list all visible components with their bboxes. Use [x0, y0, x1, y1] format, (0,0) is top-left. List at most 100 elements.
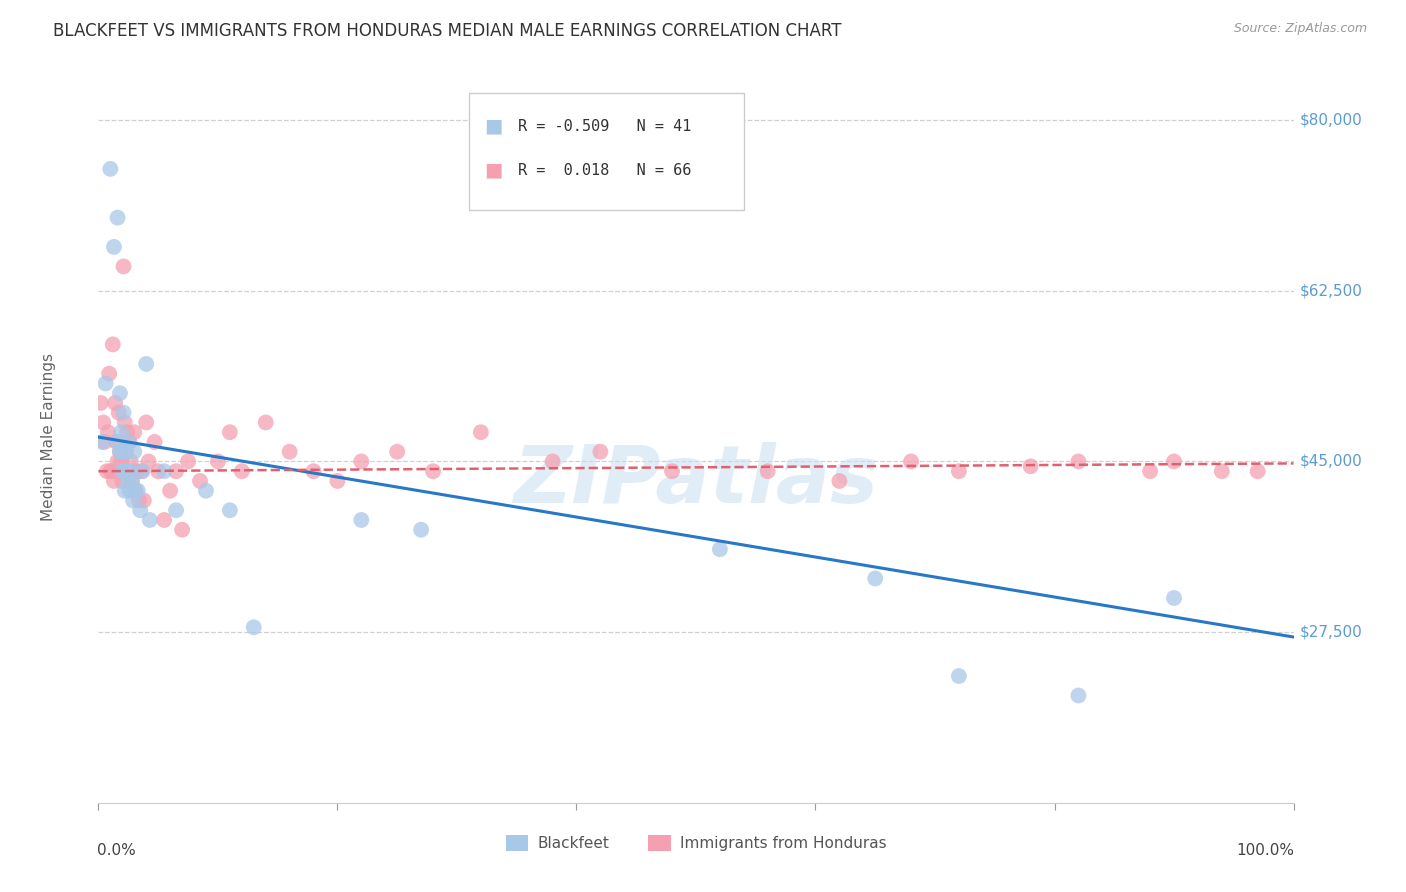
Text: Median Male Earnings: Median Male Earnings: [41, 353, 56, 521]
Point: [98, 464, 122, 478]
Point: [254, 416, 277, 430]
Point: [143, 434, 166, 449]
Point: [756, 464, 779, 478]
Point: [122, 464, 145, 478]
Point: [101, 337, 124, 351]
Point: [1211, 464, 1233, 478]
Point: [589, 444, 612, 458]
Point: [114, 483, 136, 498]
Point: [172, 523, 194, 537]
Point: [1139, 464, 1161, 478]
Point: [111, 474, 134, 488]
Text: Source: ZipAtlas.com: Source: ZipAtlas.com: [1233, 22, 1367, 36]
Point: [120, 454, 142, 468]
Text: ■: ■: [485, 161, 503, 179]
Point: [103, 474, 125, 488]
Text: ZIPatlas: ZIPatlas: [513, 442, 879, 520]
Point: [90, 396, 112, 410]
Point: [111, 444, 134, 458]
Point: [100, 464, 122, 478]
Point: [115, 464, 138, 478]
Point: [231, 464, 253, 478]
Point: [121, 474, 143, 488]
Point: [1019, 459, 1042, 474]
Point: [117, 434, 139, 449]
Point: [135, 357, 157, 371]
Point: [93, 434, 115, 449]
Point: [148, 464, 170, 478]
Point: [709, 542, 731, 557]
Point: [139, 513, 162, 527]
Point: [165, 503, 187, 517]
Point: [98, 367, 121, 381]
Point: [112, 406, 135, 420]
Point: [1247, 464, 1270, 478]
Point: [107, 406, 129, 420]
Text: $45,000: $45,000: [1299, 454, 1362, 469]
Point: [110, 425, 132, 440]
Point: [127, 483, 149, 498]
Text: BLACKFEET VS IMMIGRANTS FROM HONDURAS MEDIAN MALE EARNINGS CORRELATION CHART: BLACKFEET VS IMMIGRANTS FROM HONDURAS ME…: [53, 22, 842, 40]
Point: [1163, 454, 1185, 468]
Point: [129, 503, 152, 517]
Point: [385, 444, 409, 458]
Point: [125, 464, 148, 478]
Point: [121, 474, 143, 488]
Text: ■: ■: [485, 117, 503, 136]
Point: [948, 669, 970, 683]
Point: [243, 620, 266, 634]
Point: [97, 425, 120, 440]
Point: [188, 474, 211, 488]
Point: [207, 454, 229, 468]
Point: [115, 444, 138, 458]
Point: [302, 464, 325, 478]
Point: [132, 493, 155, 508]
Point: [94, 376, 117, 391]
Point: [195, 483, 218, 498]
Point: [120, 464, 142, 478]
Point: [278, 444, 301, 458]
Text: $27,500: $27,500: [1299, 624, 1362, 640]
Point: [124, 425, 146, 440]
Point: [135, 416, 157, 430]
Point: [470, 425, 492, 440]
Point: [91, 434, 114, 449]
Point: [108, 444, 131, 458]
Point: [115, 444, 138, 458]
Point: [541, 454, 564, 468]
Point: [110, 454, 132, 468]
Point: [661, 464, 683, 478]
Point: [153, 513, 176, 527]
Point: [422, 464, 444, 478]
Point: [118, 434, 141, 449]
Point: [104, 396, 127, 410]
Text: 100.0%: 100.0%: [1237, 843, 1295, 858]
Text: R =  0.018   N = 66: R = 0.018 N = 66: [517, 162, 692, 178]
Point: [219, 425, 242, 440]
Point: [115, 425, 138, 440]
Point: [350, 513, 373, 527]
Point: [128, 493, 150, 508]
Point: [117, 464, 139, 478]
Point: [828, 474, 851, 488]
Point: [118, 483, 141, 498]
Text: 0.0%: 0.0%: [97, 843, 136, 858]
FancyBboxPatch shape: [470, 94, 744, 211]
Point: [350, 454, 373, 468]
Point: [900, 454, 922, 468]
Text: $80,000: $80,000: [1299, 112, 1362, 128]
Text: R = -0.509   N = 41: R = -0.509 N = 41: [517, 119, 692, 134]
Point: [153, 464, 176, 478]
Point: [131, 464, 153, 478]
Text: $62,500: $62,500: [1299, 284, 1362, 298]
Point: [131, 464, 153, 478]
Point: [165, 464, 187, 478]
Point: [107, 454, 129, 468]
Point: [114, 464, 136, 478]
Point: [117, 474, 139, 488]
Point: [159, 483, 181, 498]
Point: [108, 444, 131, 458]
Point: [219, 503, 242, 517]
Legend: Blackfeet, Immigrants from Honduras: Blackfeet, Immigrants from Honduras: [499, 830, 893, 857]
Point: [111, 464, 134, 478]
